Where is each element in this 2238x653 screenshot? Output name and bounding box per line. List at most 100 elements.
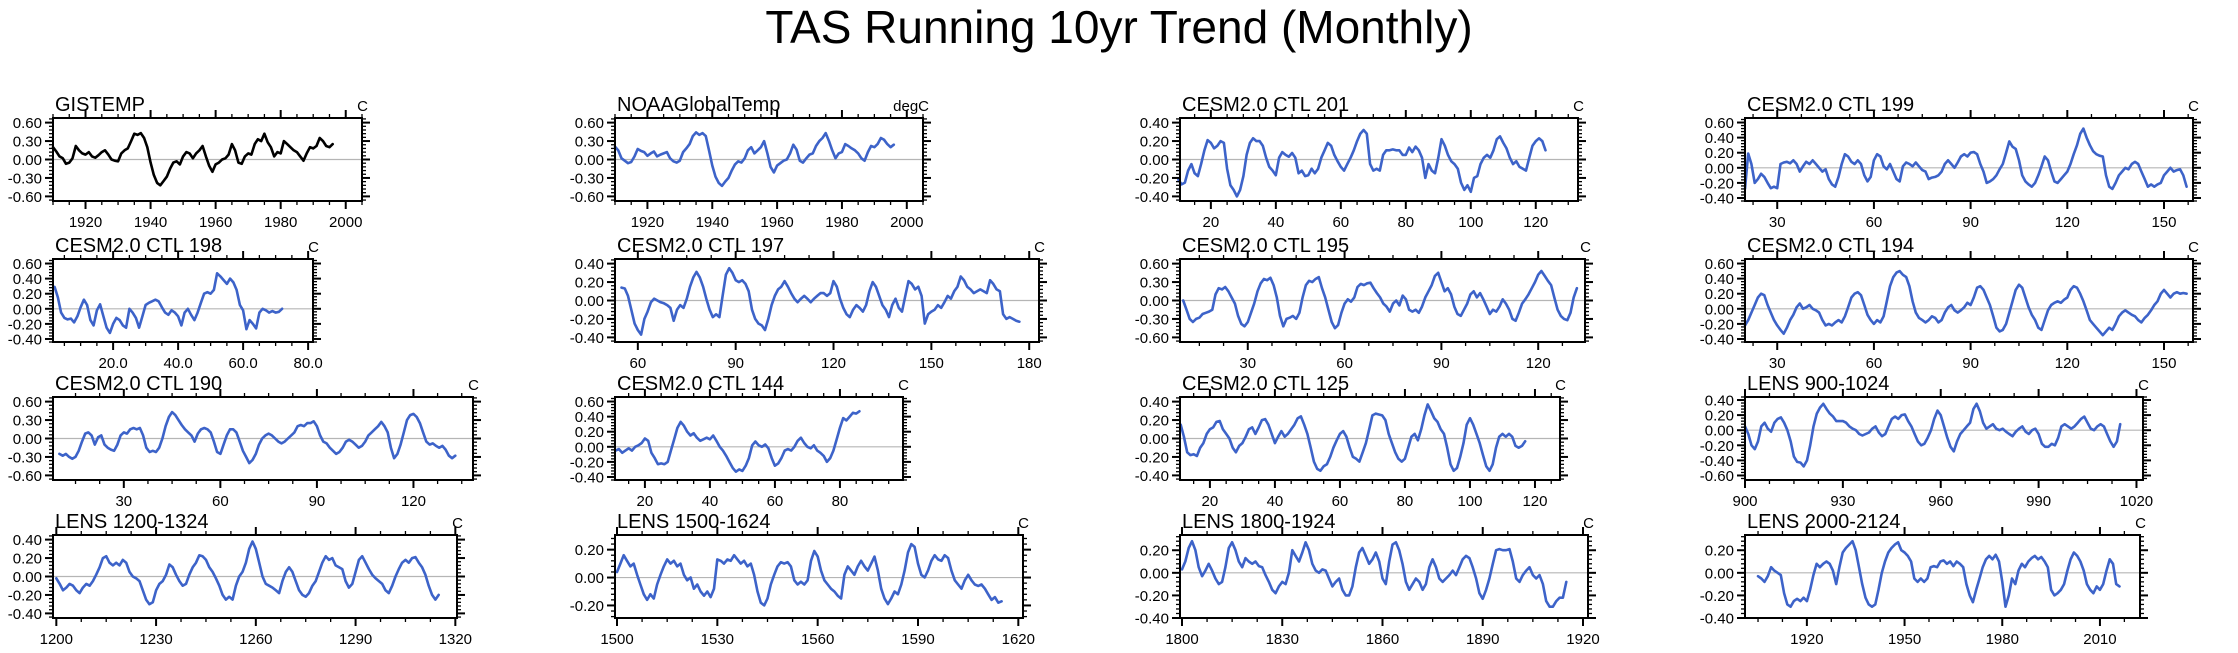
series-line — [1179, 403, 1527, 473]
x-tick-label: 900 — [1732, 493, 1757, 510]
x-tick-label: 90 — [309, 493, 326, 510]
y-tick-label: -0.40 — [1700, 190, 1734, 207]
y-tick-label: 0.00 — [1140, 152, 1169, 169]
panel-cesm2-0-ctl-144: 0.600.400.200.00-0.20-0.40 20 40 60 80 CESM2.… — [570, 373, 911, 510]
series-line — [53, 271, 284, 335]
x-tick-label: 60 — [1332, 214, 1349, 231]
x-tick-label: 30 — [115, 493, 132, 510]
y-tick-label: -0.20 — [570, 311, 604, 328]
plot-frame — [614, 534, 1024, 619]
y-tick-label: 0.00 — [13, 569, 42, 586]
panel-cesm2-0-ctl-201: 0.40 0.200.00-0.20 -0.40 20 40 60 80 100 120 CESM… — [1135, 94, 1586, 231]
x-tick-label: 150 — [2151, 355, 2176, 372]
x-tick-label: 2000 — [890, 214, 923, 231]
x-tick-label: 120 — [1523, 214, 1548, 231]
panel-title: CESM2.0 CTL 197 — [617, 235, 784, 257]
y-tick-label: 0.20 — [13, 286, 42, 303]
x-tick-label: 40 — [702, 493, 719, 510]
series-line — [614, 409, 861, 474]
y-tick-label: 0.20 — [1140, 543, 1169, 560]
y-tick-label: 0.40 — [575, 256, 604, 273]
panel-title: LENS 1200-1324 — [55, 511, 208, 533]
panel-lens-2000-2124: 0.20 0.00 -0.20 -0.40 1920 1950 1980 2010 LENS 2… — [1700, 511, 2148, 648]
series-line — [54, 540, 441, 606]
x-tick-label: 20 — [1203, 214, 1220, 231]
x-tick-label: 1620 — [1002, 631, 1035, 648]
y-tick-label: -0.40 — [1700, 453, 1734, 470]
y-tick-label: 0.00 — [1705, 423, 1734, 440]
y-tick-label: 0.40 — [1705, 130, 1734, 147]
x-tick-label: 20 — [637, 493, 654, 510]
panel-cesm2-0-ctl-195: 0.60 0.300.00-0.30 -0.60 30 60 90 120 CESM2.0 C… — [1135, 235, 1593, 372]
y-tick-label: 0.00 — [13, 301, 42, 318]
panel-unit-label: C — [308, 239, 319, 256]
x-tick-label: 60.0 — [229, 355, 258, 372]
y-tick-label: 0.60 — [1705, 115, 1734, 132]
panel-cesm2-0-ctl-190: 0.60 0.300.00-0.30 -0.60 30 60 90 120 CESM2.0 C… — [8, 373, 481, 510]
y-tick-label: 0.20 — [575, 542, 604, 559]
y-tick-label: 0.60 — [13, 394, 42, 411]
x-tick-label: 90 — [1962, 214, 1979, 231]
y-tick-label: -0.60 — [1700, 468, 1734, 485]
x-tick-label: 1260 — [239, 631, 272, 648]
x-tick-label: 1980 — [264, 214, 297, 231]
y-tick-label: 0.00 — [1705, 160, 1734, 177]
y-tick-label: 0.30 — [575, 134, 604, 151]
x-tick-label: 180 — [1017, 355, 1042, 372]
x-tick-label: 40 — [1268, 214, 1285, 231]
y-tick-label: 0.30 — [1140, 275, 1169, 292]
x-tick-label: 960 — [1928, 493, 1953, 510]
panel-cesm2-0-ctl-194: 0.600.400.200.00-0.20-0.40 30 60 90 120 150 CE… — [1700, 235, 2201, 372]
x-tick-label: 1950 — [1888, 631, 1921, 648]
panel-title: LENS 1500-1624 — [617, 511, 770, 533]
x-tick-label: 1020 — [2120, 493, 2153, 510]
panel-lens-1500-1624: 0.20 0.00 -0.20 1500 1530 1560 1590 1620 LENS 15… — [570, 511, 1035, 648]
y-tick-label: 0.60 — [575, 115, 604, 132]
panel-title: CESM2.0 CTL 199 — [1747, 94, 1914, 116]
panel-title: CESM2.0 CTL 190 — [55, 373, 222, 395]
y-tick-label: -0.30 — [8, 170, 42, 187]
y-tick-label: -0.20 — [1135, 170, 1169, 187]
panel-lens-900-1024: 0.400.200.00-0.20-0.40-0.60 900 930 960 990 1… — [1700, 373, 2153, 510]
panel-unit-label: C — [1018, 515, 1029, 532]
panel-unit-label: C — [357, 98, 368, 115]
y-tick-label: -0.20 — [1700, 316, 1734, 333]
x-tick-label: 30 — [1239, 355, 1256, 372]
y-tick-label: 0.20 — [1705, 408, 1734, 425]
x-tick-label: 60 — [1332, 493, 1349, 510]
panel-unit-label: C — [1580, 239, 1591, 256]
y-tick-label: 0.00 — [575, 293, 604, 310]
y-tick-label: 0.00 — [13, 431, 42, 448]
panel-lens-1200-1324: 0.40 0.200.00-0.20 -0.40 1200 1230 1260 1290 13… — [8, 511, 472, 648]
x-tick-label: 150 — [2151, 214, 2176, 231]
x-tick-label: 1230 — [139, 631, 172, 648]
y-tick-label: -0.40 — [1135, 611, 1169, 628]
y-tick-label: 0.00 — [1140, 565, 1169, 582]
y-tick-label: -0.40 — [8, 331, 42, 348]
x-tick-label: 1980 — [1986, 631, 2019, 648]
x-tick-label: 60 — [1336, 355, 1353, 372]
panel-unit-label: C — [898, 377, 909, 394]
y-tick-label: 0.20 — [1705, 543, 1734, 560]
series-line — [613, 131, 896, 188]
x-tick-label: 150 — [919, 355, 944, 372]
x-tick-label: 1800 — [1165, 631, 1198, 648]
y-tick-label: -0.20 — [1700, 175, 1734, 192]
x-tick-label: 120 — [1526, 355, 1551, 372]
x-tick-label: 1940 — [134, 214, 167, 231]
y-tick-label: 0.40 — [1705, 393, 1734, 410]
panel-cesm2-0-ctl-125: 0.40 0.200.00-0.20 -0.40 20 40 60 80 100 120 CESM… — [1135, 373, 1568, 510]
y-tick-label: 0.60 — [13, 256, 42, 273]
x-tick-label: 30 — [1769, 214, 1786, 231]
y-tick-label: -0.30 — [1135, 311, 1169, 328]
x-tick-label: 1980 — [825, 214, 858, 231]
x-tick-label: 2010 — [2083, 631, 2116, 648]
panel-unit-label: C — [2135, 515, 2146, 532]
x-tick-label: 100 — [1457, 493, 1482, 510]
y-tick-label: 0.20 — [1705, 145, 1734, 162]
y-tick-label: -0.40 — [1700, 331, 1734, 348]
series-line — [1743, 127, 2188, 191]
x-tick-label: 100 — [1458, 214, 1483, 231]
x-tick-label: 20.0 — [99, 355, 128, 372]
